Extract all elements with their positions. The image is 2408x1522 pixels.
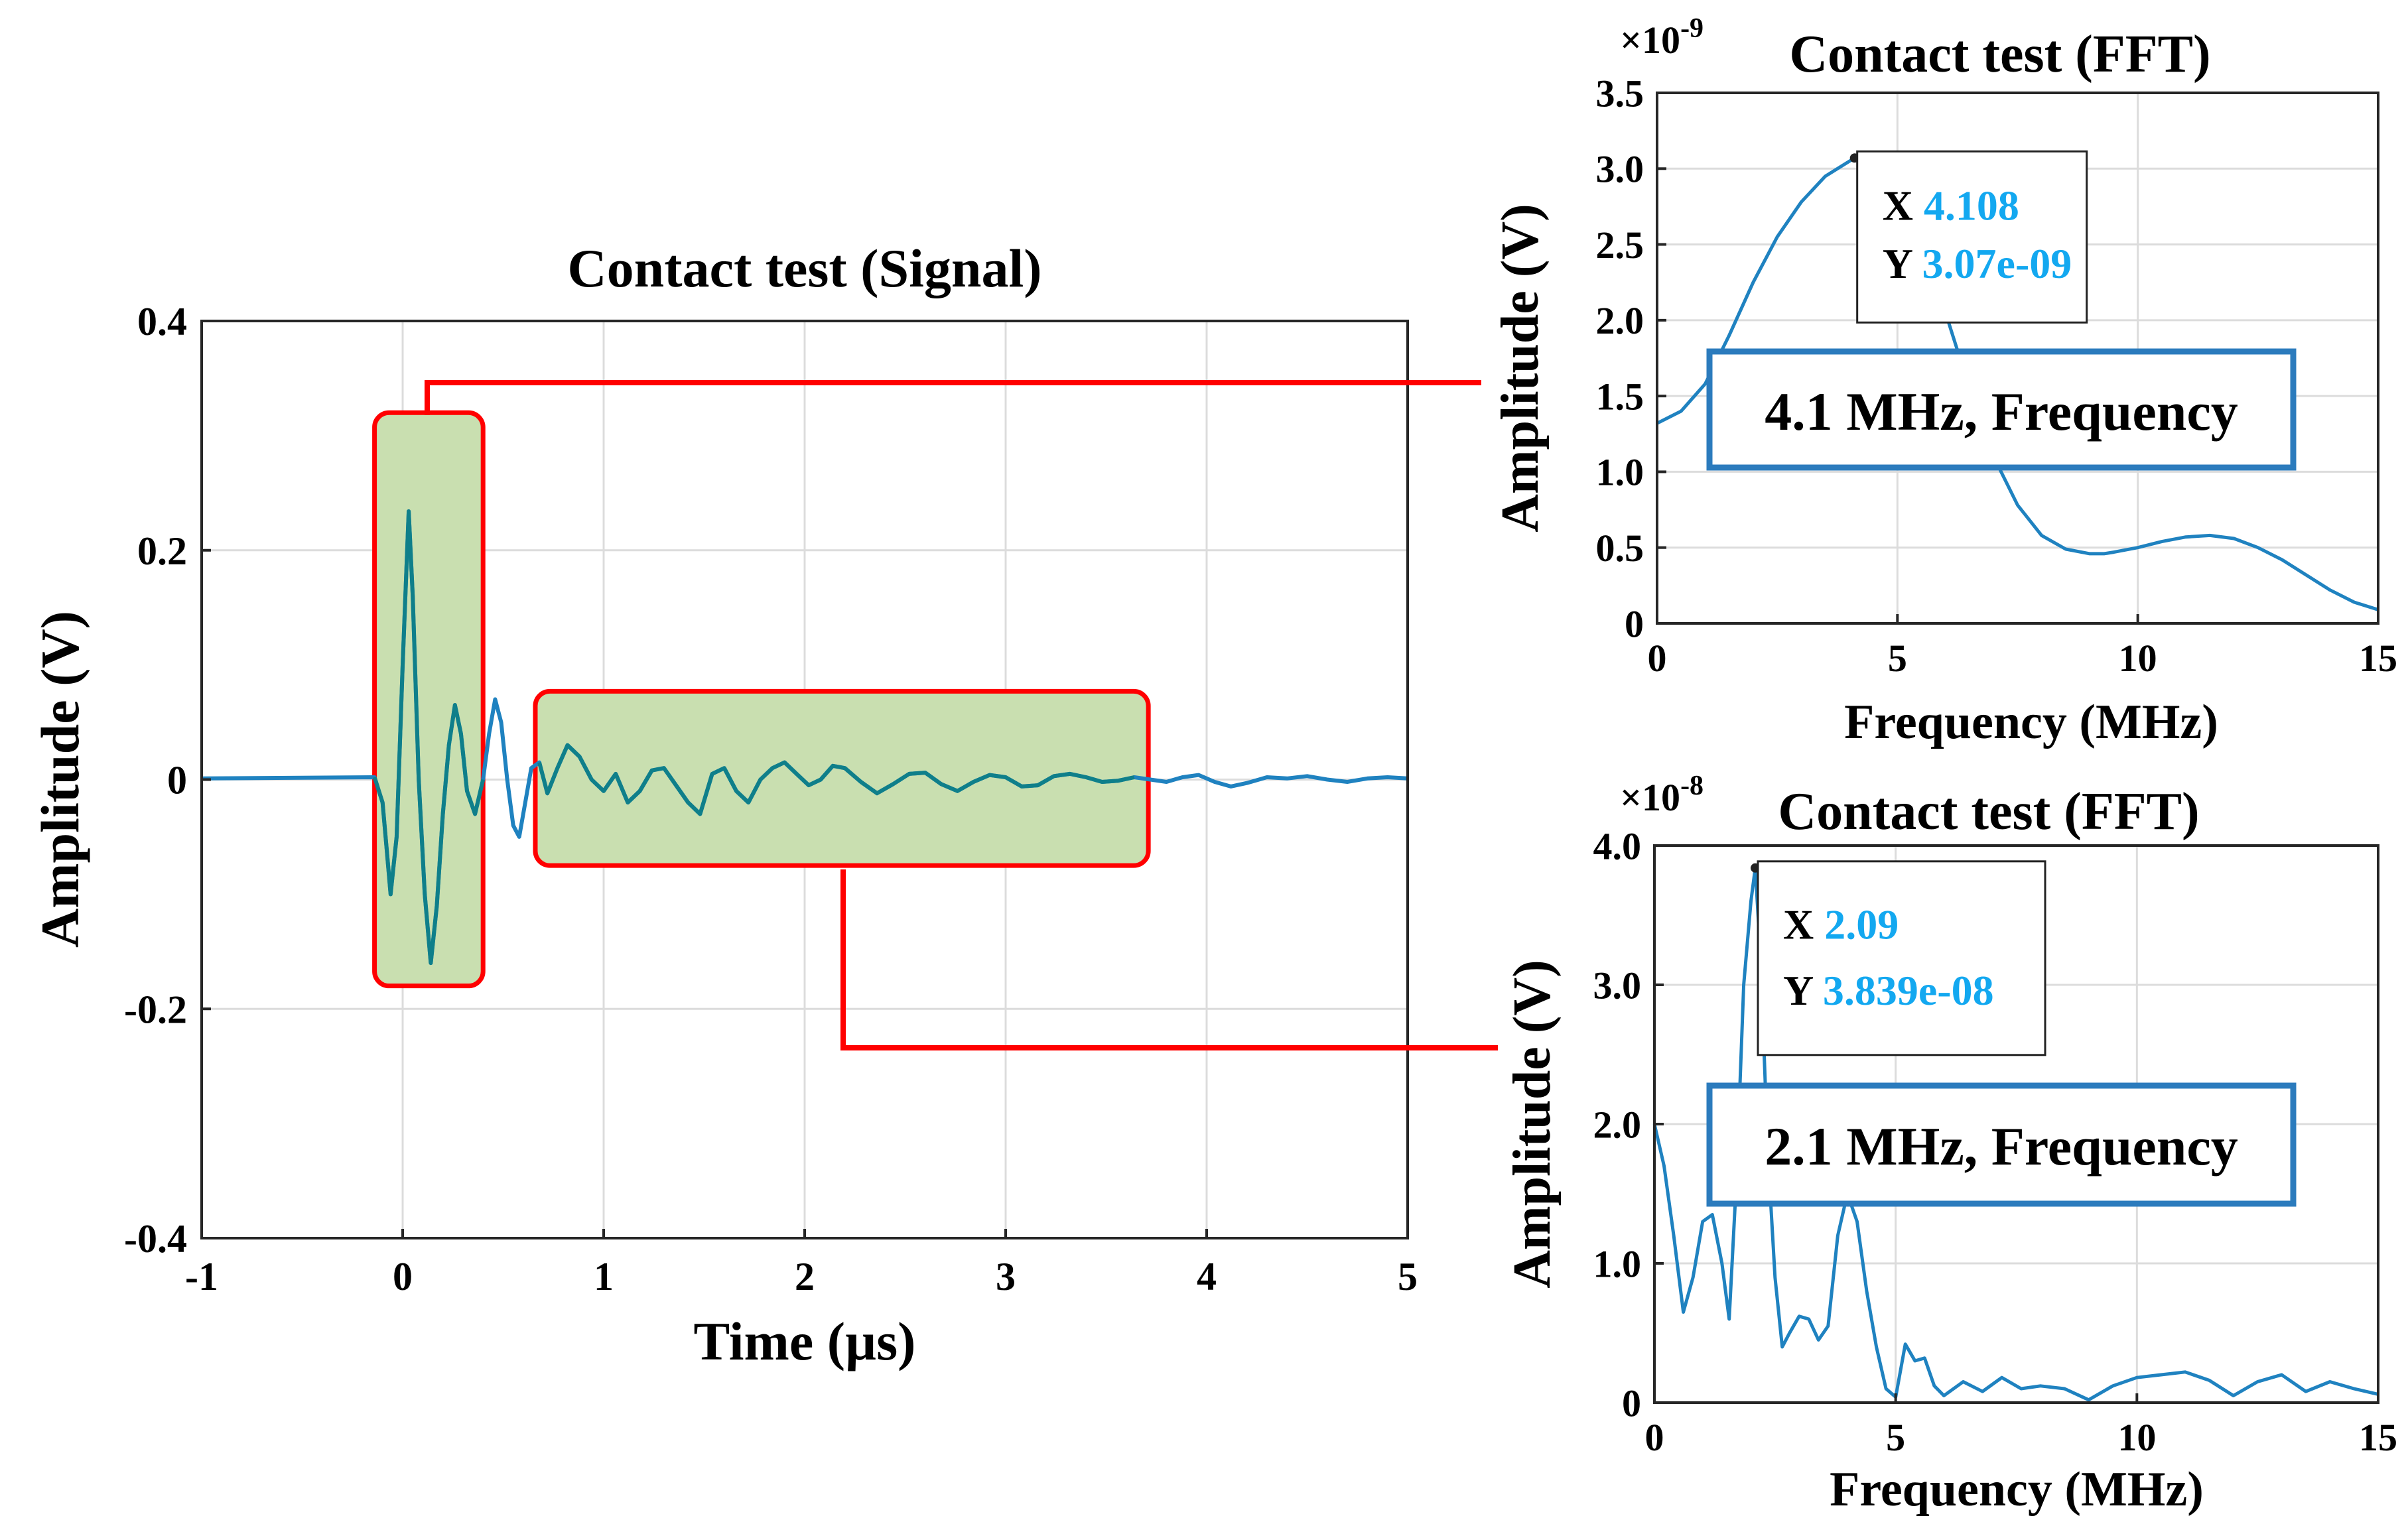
fft1-x-ticks: 0 5 10 15 [1648,614,2397,680]
fft1-xtick-label: 10 [2119,637,2157,680]
signal-y-axis-label: Amplitude (V) [30,611,90,948]
fft1-y-ticks: 0 0.5 1.0 1.5 2.0 2.5 3.0 3.5 [1596,72,1666,645]
fft2-datatip-y-row: Y 3.839e-08 [1783,967,1994,1014]
fft2-callout-text: 2.1 MHz, Frequency [1765,1116,2238,1176]
fft2-series [1652,866,2379,1402]
fft2-ytick-label: 3.0 [1593,964,1642,1007]
signal-xtick-label: 3 [996,1255,1016,1299]
signal-x-axis-label: Time (µs) [694,1311,916,1371]
connector-upper [425,380,1481,415]
fft1-line [1656,156,2379,611]
signal-ytick-label: -0.4 [124,1217,187,1261]
fft2-xtick-label: 15 [2359,1416,2397,1459]
signal-xtick-label: 0 [393,1255,413,1299]
signal-ytick-label: -0.2 [124,987,187,1031]
connector-lines [425,380,1498,1050]
signal-highlight-region-1 [372,410,486,989]
fft1-xtick-label: 5 [1888,637,1907,680]
fft1-datatip-box [1856,150,2088,324]
signal-highlighted-line-1 [372,509,486,966]
fft2-chart: Contact test (FFT) ×10-8 0 5 10 15 0 1.0 2.0 3… [1503,771,2397,1517]
signal-highlighted-line-2 [537,743,1135,816]
fft1-ytick-label: 0.5 [1596,527,1644,570]
fft1-datatip-x-row: X 4.108 [1883,182,2019,229]
fft2-ytick-label: 0 [1622,1381,1641,1425]
fft2-datatip-box [1757,860,2046,1056]
fft1-y-axis-label: Amplitude (V) [1491,204,1550,533]
fft1-series [1656,156,2379,611]
fft1-ytick-label: 2.5 [1596,223,1644,267]
fft1-xtick-label: 0 [1648,637,1667,680]
fft2-x-ticks: 0 5 10 15 [1645,1393,2397,1459]
fft2-xtick-label: 10 [2117,1416,2156,1459]
fft1-ytick-label: 3.0 [1596,148,1644,191]
fft2-datatip-x-value: 2.09 [1824,901,1899,948]
signal-ytick-label: 0 [167,759,187,802]
fft2-callout: 2.1 MHz, Frequency [1706,1082,2297,1207]
signal-xtick-label: 5 [1398,1255,1418,1299]
signal-xtick-label: -1 [185,1255,218,1299]
fft1-datatip-y-value: 3.07e-09 [1922,240,2072,287]
signal-xtick-label: 4 [1197,1255,1217,1299]
fft1-plot-frame [1656,92,2379,625]
fft2-line [1652,866,2379,1402]
connector-lower [840,869,1498,1050]
fft1-callout: 4.1 MHz, Frequency [1706,348,2297,471]
fft1-ytick-label: 3.5 [1596,72,1644,115]
signal-x-ticks: -1 0 1 2 3 4 5 [185,1229,1418,1299]
fft2-callout-box [1706,1082,2297,1207]
fft2-datatip-x-row: X 2.09 [1783,901,1899,948]
fft1-chart-title: Contact test (FFT) [1789,25,2210,84]
fft2-xtick-label: 5 [1886,1416,1905,1459]
fft1-chart: Contact test (FFT) ×10-9 0 5 10 15 0 0.5 1.0 1… [1491,13,2397,749]
fft2-y-ticks: 0 1.0 2.0 3.0 4.0 [1593,824,1664,1425]
fft1-datatip-y-row: Y 3.07e-09 [1883,240,2072,287]
fft1-ytick-label: 1.0 [1596,451,1644,494]
fft2-xtick-label: 0 [1645,1416,1664,1459]
fft1-datatip-x-value: 4.108 [1924,182,2019,229]
fft1-datatip-y-label: Y [1883,240,1922,287]
fft1-exponent: ×10-9 [1620,13,1704,62]
signal-highlighted-series [372,509,1135,966]
fft1-ytick-label: 0 [1625,602,1644,645]
fft2-y-axis-label: Amplitude (V) [1503,960,1562,1289]
fft1-x-axis-label: Frequency (MHz) [1844,695,2218,749]
fft2-x-axis-label: Frequency (MHz) [1830,1462,2204,1517]
fft1-xtick-label: 15 [2359,637,2397,680]
fft2-datatip-y-label: Y [1783,967,1823,1014]
fft2-datatip[interactable]: X 2.09Y 3.839e-08 [1751,860,2046,1056]
signal-highlight-region-2 [533,688,1151,868]
fft1-callout-text: 4.1 MHz, Frequency [1765,381,2238,442]
fft2-datatip-y-value: 3.839e-08 [1823,967,1994,1014]
signal-chart: Contact test (Signal) -1 0 1 2 3 4 5 -0.4 -0.2 0… [30,238,1418,1371]
fft1-ytick-label: 1.5 [1596,375,1644,418]
fft1-ytick-label: 2.0 [1596,299,1644,342]
fft2-exponent: ×10-8 [1620,771,1704,819]
fft2-datatip-x-label: X [1783,901,1824,948]
fft2-ytick-label: 4.0 [1593,824,1642,867]
signal-ytick-label: 0.4 [137,300,187,344]
fft1-datatip-x-label: X [1883,182,1924,229]
fft2-ytick-label: 2.0 [1593,1103,1642,1146]
signal-ytick-label: 0.2 [137,529,187,573]
signal-xtick-label: 1 [594,1255,614,1299]
signal-y-ticks: -0.4 -0.2 0 0.2 0.4 [124,300,211,1261]
fft1-callout-box [1706,348,2297,471]
fft2-chart-title: Contact test (FFT) [1778,783,2199,841]
signal-xtick-label: 2 [795,1255,815,1299]
fft2-ytick-label: 1.0 [1593,1242,1642,1285]
signal-chart-title: Contact test (Signal) [567,238,1041,298]
signal-highlight-regions [372,410,1151,989]
